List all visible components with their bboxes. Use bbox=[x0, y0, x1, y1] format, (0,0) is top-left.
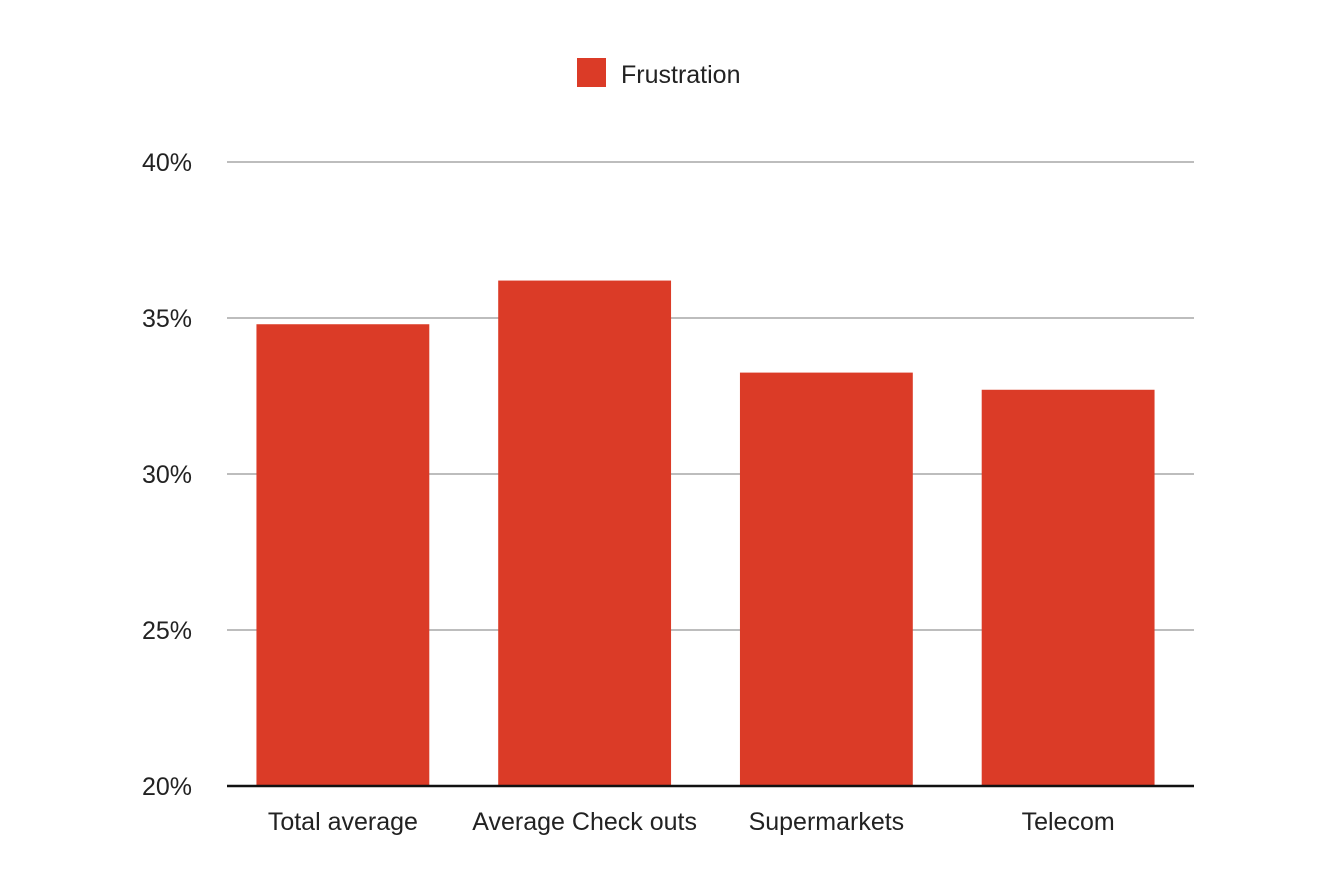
x-tick-label-telecom: Telecom bbox=[1022, 808, 1115, 836]
y-tick-label-25: 25% bbox=[142, 617, 192, 645]
y-tick-label-30: 30% bbox=[142, 461, 192, 489]
bar-supermarkets bbox=[739, 372, 913, 786]
x-tick-label-total-average: Total average bbox=[268, 808, 418, 836]
bar-average-check-outs bbox=[498, 280, 672, 786]
y-tick-label-35: 35% bbox=[142, 305, 192, 333]
legend-label-frustration: Frustration bbox=[621, 61, 740, 89]
legend: Frustration bbox=[577, 58, 740, 89]
bar-total-average bbox=[256, 324, 430, 786]
y-tick-label-20: 20% bbox=[142, 773, 192, 801]
y-tick-label-40: 40% bbox=[142, 149, 192, 177]
legend-swatch-frustration bbox=[577, 58, 606, 87]
bars bbox=[256, 280, 1155, 786]
x-tick-label-supermarkets: Supermarkets bbox=[749, 808, 905, 836]
y-axis: 20% 25% 30% 35% 40% bbox=[142, 149, 192, 801]
x-tick-label-average-check-outs: Average Check outs bbox=[472, 808, 697, 836]
bar-telecom bbox=[981, 389, 1155, 786]
x-axis: Total average Average Check outs Supermark… bbox=[227, 784, 1194, 836]
